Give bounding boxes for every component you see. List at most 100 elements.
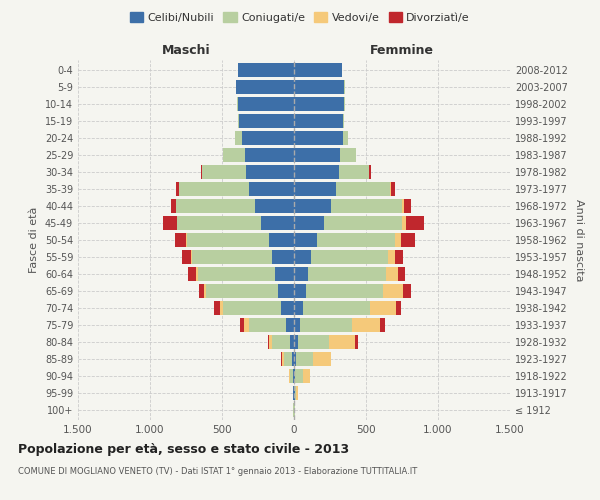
Bar [383, 284, 403, 298]
Bar [284, 352, 292, 366]
Bar [163, 216, 177, 230]
Bar [202, 165, 247, 180]
Bar [295, 368, 302, 383]
Bar [240, 318, 244, 332]
Bar [290, 368, 293, 383]
Bar [340, 148, 356, 162]
Bar [324, 216, 402, 230]
Bar [261, 216, 294, 230]
Text: Femmine: Femmine [370, 44, 434, 58]
Text: Popolazione per età, sesso e stato civile - 2013: Popolazione per età, sesso e stato civil… [18, 442, 349, 456]
Bar [294, 148, 340, 162]
Bar [275, 266, 294, 281]
Bar [402, 199, 404, 214]
Bar [406, 216, 424, 230]
Bar [294, 284, 305, 298]
Bar [237, 97, 238, 112]
Bar [294, 216, 324, 230]
Bar [336, 182, 391, 196]
Bar [269, 334, 272, 349]
Bar [201, 165, 202, 180]
Bar [402, 216, 406, 230]
Bar [294, 250, 311, 264]
Bar [370, 300, 396, 315]
Bar [175, 233, 186, 247]
Bar [223, 148, 245, 162]
Bar [294, 114, 343, 128]
Bar [182, 250, 191, 264]
Bar [176, 199, 255, 214]
Bar [300, 318, 352, 332]
Bar [395, 233, 401, 247]
Bar [344, 97, 345, 112]
Bar [294, 318, 300, 332]
Bar [311, 250, 388, 264]
Bar [294, 182, 336, 196]
Bar [296, 352, 313, 366]
Y-axis label: Fasce di età: Fasce di età [29, 207, 39, 273]
Bar [294, 97, 344, 112]
Bar [294, 63, 341, 78]
Bar [294, 334, 298, 349]
Bar [171, 199, 176, 214]
Bar [281, 300, 294, 315]
Bar [396, 300, 401, 315]
Bar [343, 114, 344, 128]
Bar [272, 334, 290, 349]
Bar [338, 165, 369, 180]
Bar [255, 199, 294, 214]
Bar [282, 352, 284, 366]
Bar [296, 386, 298, 400]
Bar [269, 233, 294, 247]
Text: COMUNE DI MOGLIANO VENETO (TV) - Dati ISTAT 1° gennaio 2013 - Elaborazione TUTTI: COMUNE DI MOGLIANO VENETO (TV) - Dati IS… [18, 468, 417, 476]
Bar [238, 97, 294, 112]
Bar [214, 300, 220, 315]
Bar [294, 131, 343, 146]
Bar [286, 318, 294, 332]
Bar [278, 284, 294, 298]
Bar [370, 165, 371, 180]
Bar [391, 182, 395, 196]
Bar [331, 199, 402, 214]
Bar [178, 216, 261, 230]
Bar [238, 63, 294, 78]
Bar [403, 284, 410, 298]
Bar [401, 233, 415, 247]
Bar [290, 334, 294, 349]
Bar [176, 182, 179, 196]
Bar [197, 266, 275, 281]
Bar [313, 352, 331, 366]
Bar [223, 300, 281, 315]
Bar [294, 233, 317, 247]
Bar [294, 266, 308, 281]
Bar [294, 199, 331, 214]
Bar [242, 131, 294, 146]
Legend: Celibi/Nubili, Coniugati/e, Vedovi/e, Divorziatì/e: Celibi/Nubili, Coniugati/e, Vedovi/e, Di… [125, 8, 475, 28]
Bar [302, 368, 310, 383]
Bar [187, 233, 269, 247]
Bar [199, 284, 204, 298]
Bar [305, 284, 383, 298]
Bar [248, 318, 286, 332]
Bar [308, 266, 386, 281]
Bar [204, 284, 206, 298]
Bar [352, 318, 380, 332]
Bar [298, 334, 329, 349]
Bar [294, 368, 295, 383]
Bar [268, 334, 269, 349]
Bar [220, 300, 223, 315]
Bar [294, 352, 296, 366]
Bar [250, 182, 294, 196]
Bar [329, 334, 355, 349]
Bar [236, 80, 294, 94]
Bar [388, 250, 395, 264]
Bar [206, 284, 278, 298]
Bar [355, 334, 358, 349]
Bar [192, 250, 272, 264]
Bar [294, 300, 302, 315]
Y-axis label: Anni di nascita: Anni di nascita [574, 198, 584, 281]
Bar [343, 131, 348, 146]
Bar [239, 114, 294, 128]
Bar [292, 352, 294, 366]
Bar [395, 250, 403, 264]
